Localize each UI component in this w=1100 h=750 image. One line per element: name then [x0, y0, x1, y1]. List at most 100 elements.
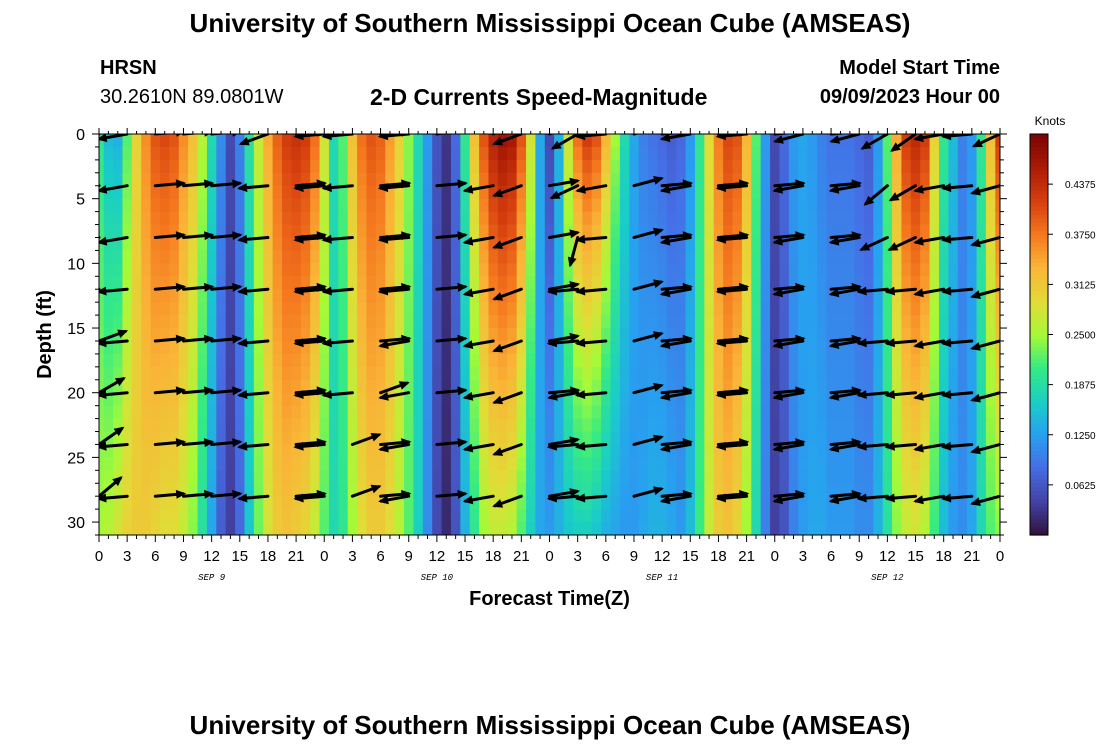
vector-head — [99, 441, 107, 451]
heatmap-cell — [976, 470, 987, 484]
current-vector — [492, 184, 523, 198]
heatmap-cell — [816, 444, 827, 458]
colorbar-band — [1030, 474, 1048, 480]
heatmap-cell — [826, 353, 837, 368]
heatmap-cell — [300, 198, 311, 213]
heatmap-cell — [976, 237, 987, 252]
heatmap-cell — [770, 418, 781, 433]
heatmap-cell — [131, 276, 142, 290]
heatmap-cell — [99, 315, 105, 329]
heatmap-cell — [948, 392, 959, 407]
heatmap-cell — [901, 328, 912, 342]
vector-head — [175, 179, 187, 189]
heatmap-cell — [235, 470, 246, 484]
heatmap-cell — [310, 172, 321, 187]
heatmap-cell — [225, 522, 236, 535]
vector-head — [457, 282, 468, 292]
heatmap-cell — [216, 470, 227, 484]
heatmap-cell — [779, 496, 790, 510]
heatmap-cell — [591, 250, 602, 264]
heatmap-cell — [328, 483, 339, 497]
heatmap-cell — [347, 159, 358, 174]
heatmap-cell — [957, 405, 968, 420]
heatmap-cell — [807, 379, 818, 394]
heatmap-cell — [751, 509, 762, 523]
heatmap-cell — [282, 263, 293, 277]
heatmap-cell — [798, 457, 809, 471]
heatmap-cell — [469, 379, 480, 394]
heatmap-cell — [479, 496, 490, 510]
heatmap-cell — [160, 250, 170, 264]
colorbar-band — [1030, 226, 1048, 231]
heatmap-cell — [882, 509, 893, 523]
heatmap-cell — [347, 470, 358, 484]
current-vector — [632, 176, 664, 188]
heatmap-cell — [807, 431, 818, 446]
heatmap-cell — [206, 276, 217, 290]
heatmap-cell — [310, 250, 321, 264]
current-vector — [153, 231, 187, 241]
heatmap-cell — [685, 198, 696, 213]
heatmap-cell — [178, 418, 189, 433]
heatmap-cell — [535, 405, 546, 420]
heatmap-cell — [938, 172, 949, 187]
current-vector — [293, 390, 326, 399]
heatmap-cell — [948, 159, 959, 174]
heatmap-cell — [300, 444, 311, 458]
heatmap-cell — [995, 250, 1000, 264]
heatmap-cell — [610, 263, 621, 277]
heatmap-cell — [366, 379, 377, 394]
current-vector — [377, 234, 411, 244]
heatmap-cell — [638, 237, 649, 252]
heatmap-cell — [873, 276, 884, 290]
current-vector — [153, 282, 187, 292]
heatmap-cell — [404, 522, 415, 535]
heatmap-cell — [770, 185, 781, 200]
heatmap-cell — [648, 237, 659, 252]
heatmap-cell — [948, 470, 959, 484]
heatmap-cell — [666, 379, 677, 394]
heatmap-cell — [366, 224, 377, 239]
vector-head — [659, 185, 671, 194]
heatmap-cell — [160, 340, 170, 355]
vector-head — [659, 340, 671, 349]
heatmap-cell — [901, 302, 912, 316]
heatmap-cell — [648, 185, 659, 200]
heatmap-cell — [957, 134, 968, 148]
heatmap-cell — [873, 263, 884, 277]
heatmap-cell — [535, 431, 546, 446]
vector-head — [884, 493, 895, 503]
heatmap-cell — [272, 263, 283, 277]
vector-head — [175, 334, 187, 344]
heatmap-cell — [685, 263, 696, 277]
heatmap-cell — [657, 302, 668, 316]
heatmap-cell — [610, 392, 621, 407]
heatmap-cell — [985, 211, 996, 226]
heatmap-cell — [638, 392, 649, 407]
heatmap-cell — [882, 457, 893, 471]
colorbar-band — [1030, 150, 1048, 155]
heatmap-cell — [366, 172, 377, 187]
heatmap-cell — [863, 276, 874, 290]
current-vector — [546, 286, 580, 296]
heatmap-cell — [169, 185, 180, 200]
heatmap-cell — [497, 172, 508, 187]
heatmap-cell — [178, 509, 189, 523]
colorbar-band — [1030, 302, 1048, 308]
heatmap-cell — [432, 457, 443, 471]
heatmap-cell — [206, 431, 217, 446]
heatmap-cell — [253, 457, 264, 471]
heatmap-cell — [713, 276, 724, 290]
heatmap-cell — [572, 328, 583, 342]
heatmap-cell — [967, 522, 978, 535]
vector-shaft — [632, 134, 640, 136]
vector-head — [204, 334, 215, 344]
heatmap-cell — [554, 353, 565, 368]
heatmap-cell — [235, 172, 246, 187]
heatmap-cell — [432, 146, 443, 161]
vector-head — [884, 338, 895, 348]
heatmap-cell — [178, 159, 189, 174]
heatmap-cell — [460, 457, 471, 471]
heatmap-cell — [385, 172, 396, 187]
heatmap-cell — [131, 289, 142, 303]
